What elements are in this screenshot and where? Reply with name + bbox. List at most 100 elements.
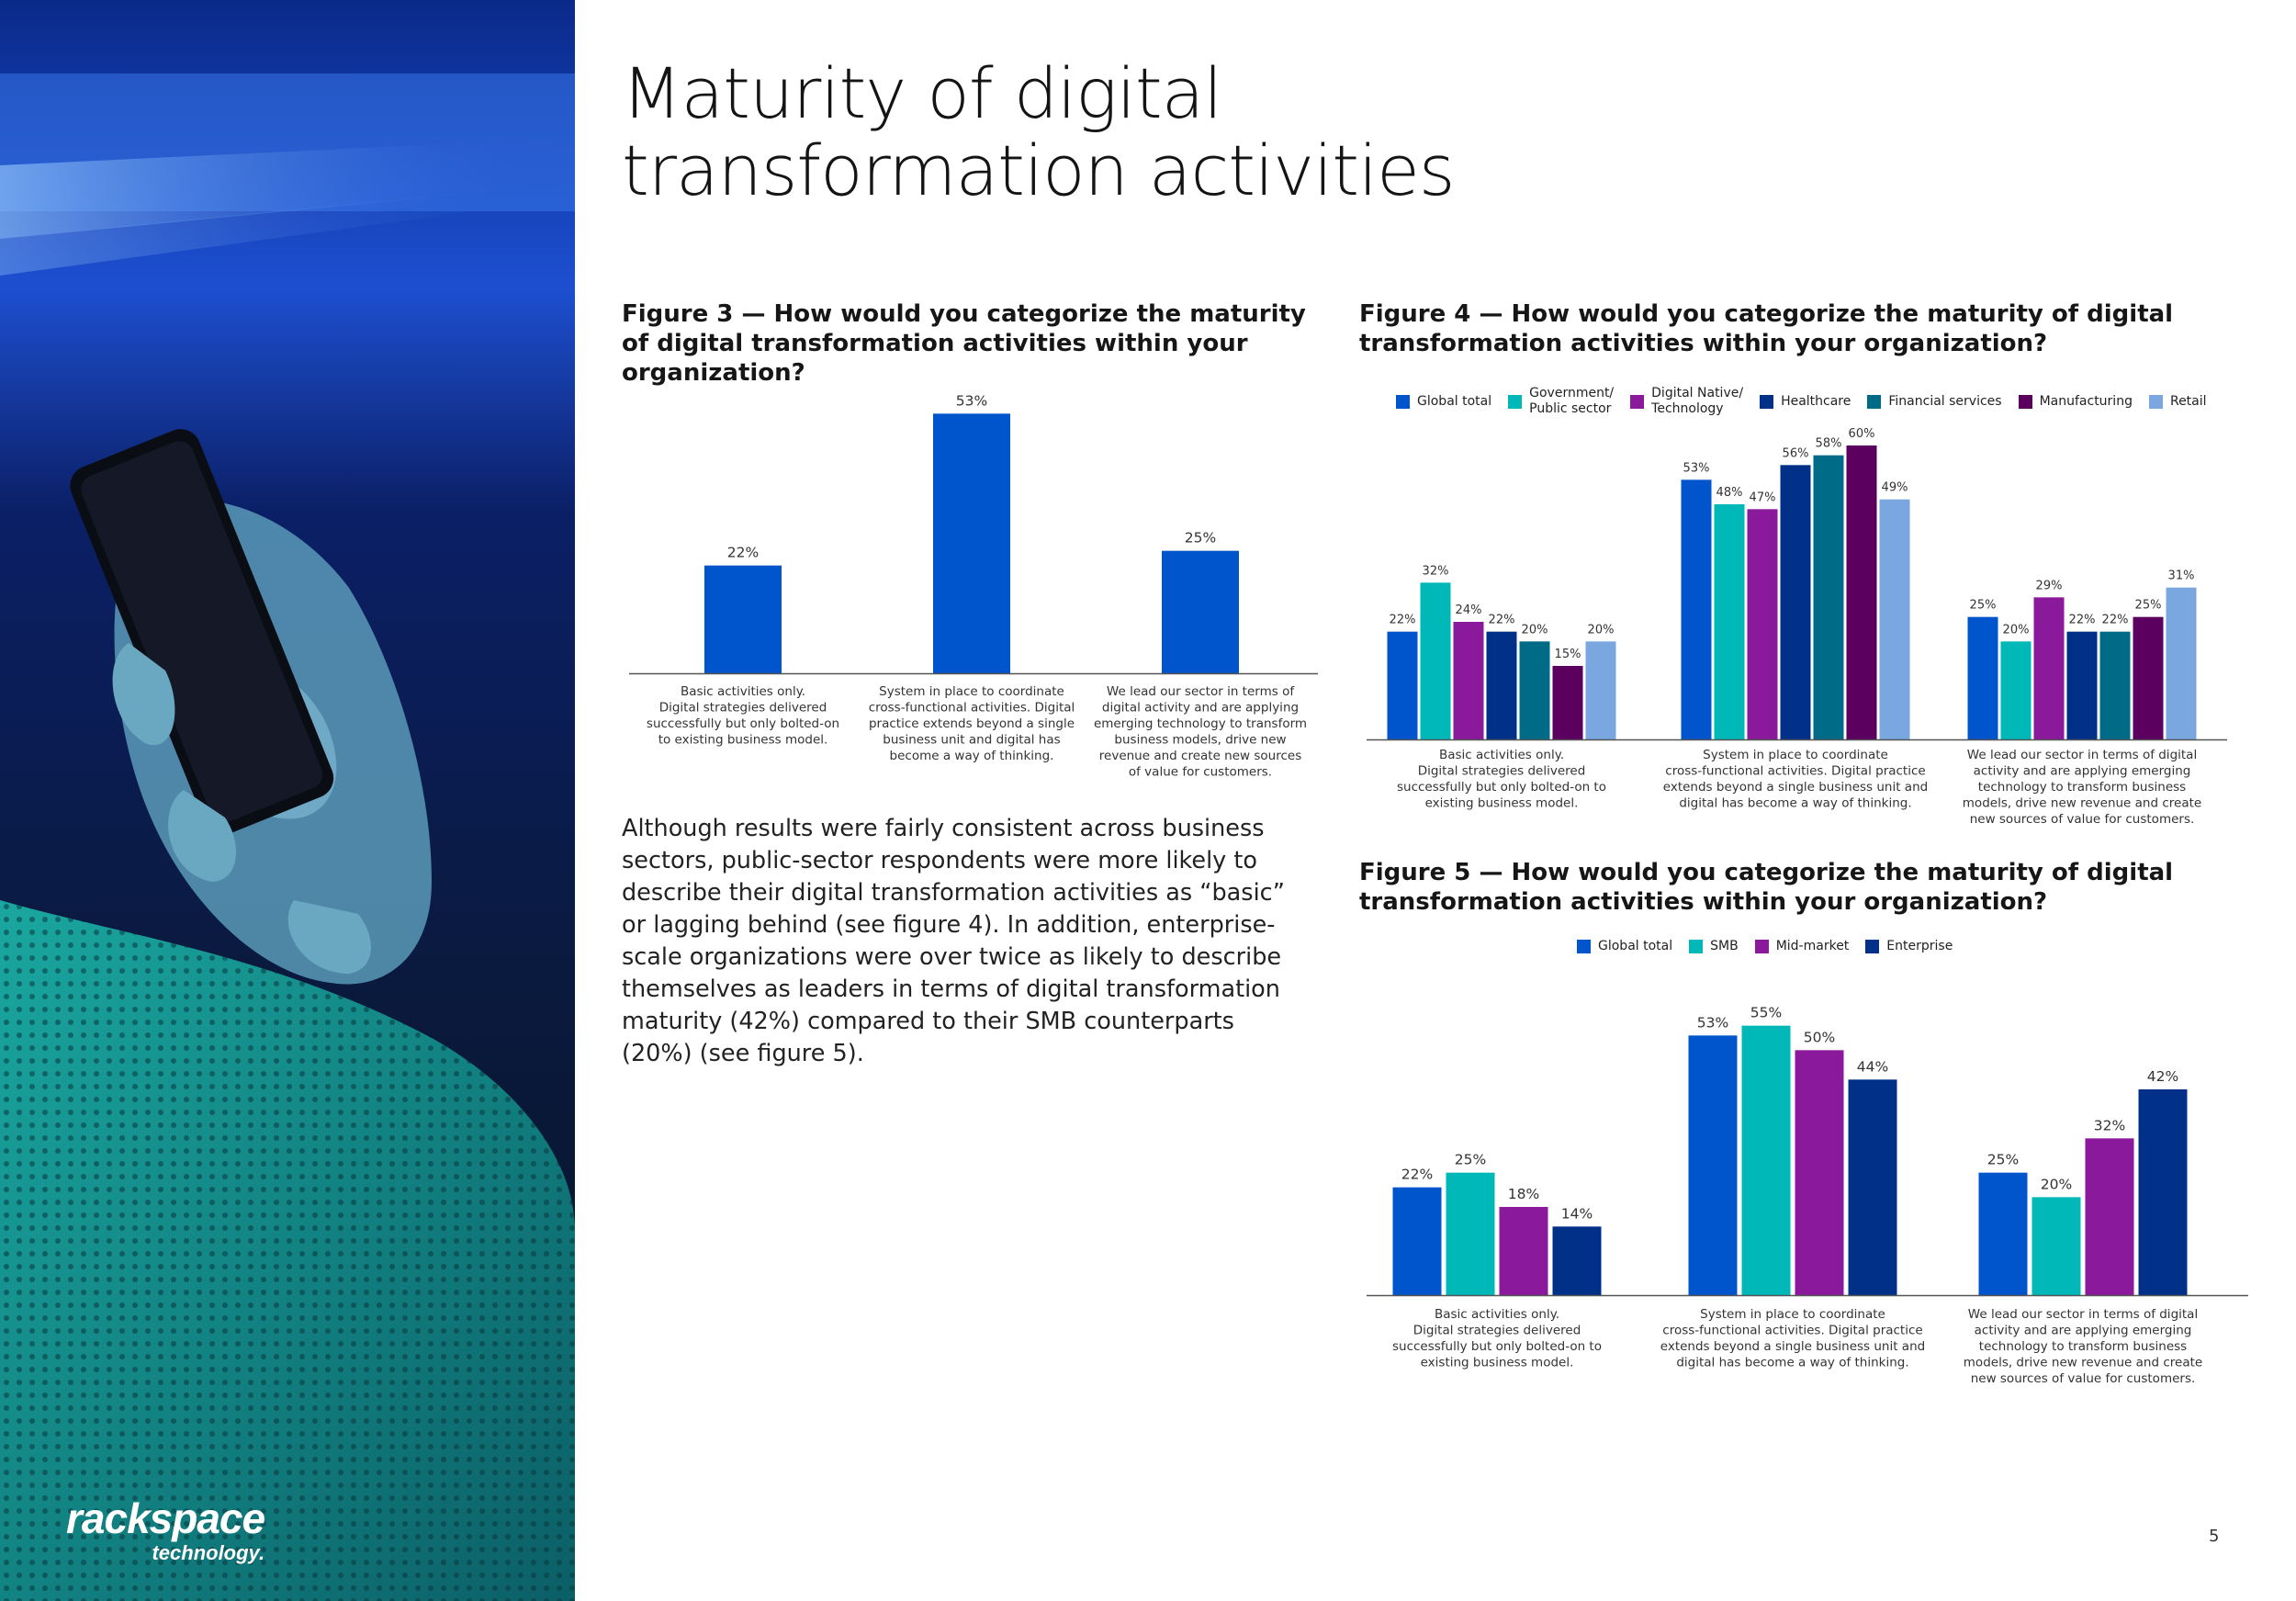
fig4-value-label: 31% [2168, 569, 2195, 583]
legend-swatch [1396, 394, 1410, 409]
fig3-value-label: 53% [956, 392, 987, 409]
legend-label: Government/Public sector [1529, 386, 1614, 417]
legend-label-line: Government/ [1529, 386, 1615, 400]
legend-label: Global total [1598, 939, 1672, 954]
fig3-bar-global-total-0 [704, 565, 782, 673]
figure-4-legend: Global total Government/Public sector Digi… [1396, 386, 2223, 417]
fig4-bar-healthcare-1 [1780, 465, 1811, 739]
fig5-value-label: 25% [1455, 1152, 1486, 1168]
fig4-category-label: existing business model. [1425, 796, 1579, 811]
fig4-bar-manufacturing-1 [1846, 445, 1877, 739]
fig5-bar-enterprise-0 [1552, 1226, 1602, 1295]
legend-label: Enterprise [1886, 939, 1953, 954]
fig3-category-label: emerging technology to transform [1094, 716, 1307, 731]
fig3-category-label: become a way of thinking. [890, 749, 1054, 763]
figure-4-title: Figure 4 — How would you categorize the … [1359, 300, 2174, 357]
fig4-bar-financial-services-1 [1813, 455, 1844, 739]
fig5-bar-global-total-0 [1392, 1187, 1442, 1295]
fig5-value-label: 50% [1804, 1029, 1835, 1045]
fig3-category-label: Basic activities only. [681, 684, 805, 699]
legend-label-line: SMB [1710, 939, 1739, 953]
fig3-category-label: revenue and create new sources [1099, 749, 1301, 763]
body-paragraph: Although results were fairly consistent … [622, 815, 1285, 1067]
fig5-category-label: System in place to coordinate [1700, 1307, 1885, 1322]
fig4-bar-healthcare-2 [2066, 631, 2098, 739]
fig3-value-label: 25% [1185, 530, 1216, 547]
fig4-bar-financial-services-2 [2099, 631, 2131, 739]
figure-5-legend: Global total SMB Mid-market Enterprise [1577, 939, 1969, 954]
fig3-category-label: System in place to coordinate [879, 684, 1064, 699]
fig3-bar-global-total-2 [1162, 550, 1239, 673]
legend-swatch [1689, 940, 1704, 953]
legend-label-line: Financial services [1888, 393, 2002, 409]
fig5-value-label: 55% [1750, 1005, 1782, 1021]
fig3-category-label: practice extends beyond a single [869, 716, 1075, 731]
fig5-category-label: cross-functional activities. Digital pra… [1662, 1324, 1922, 1338]
legend-label-line: Enterprise [1886, 939, 1953, 953]
fig5-value-label: 22% [1401, 1167, 1433, 1183]
fig4-bar-global-total-0 [1387, 631, 1418, 739]
fig3-category-label: business unit and digital has [883, 733, 1060, 748]
fig3-bar-global-total-1 [933, 413, 1010, 673]
figure-4-chart: 22% 53% 25% 32% 48% 20% 24% 47% 29% 22% 56% 22% 20% 5… [1359, 418, 2236, 840]
legend-label: Retail [2170, 394, 2207, 410]
fig5-bar-smb-0 [1446, 1172, 1495, 1295]
fig4-bar-healthcare-0 [1486, 631, 1517, 739]
fig4-value-label: 25% [1970, 599, 1997, 613]
fig4-value-label: 15% [1555, 648, 1581, 661]
fig4-bar-digital-native-technology-1 [1747, 509, 1778, 739]
fig4-bar-retail-1 [1879, 499, 1910, 739]
fig4-value-label: 20% [1588, 623, 1615, 637]
legend-swatch [1760, 394, 1774, 409]
fig5-category-label: Basic activities only. [1435, 1307, 1559, 1322]
fig4-value-label: 22% [1390, 614, 1416, 627]
fig4-bar-global-total-2 [1967, 616, 1998, 739]
fig5-bar-enterprise-1 [1848, 1079, 1897, 1295]
fig4-value-label: 24% [1456, 603, 1482, 617]
fig4-bar-government-public-sector-0 [1420, 582, 1451, 739]
page-title: Maturity of digital transformation activ… [622, 55, 1456, 209]
fig5-bar-smb-1 [1741, 1025, 1791, 1295]
fig5-value-label: 44% [1857, 1058, 1888, 1075]
fig5-value-label: 42% [2147, 1068, 2178, 1085]
legend-label: SMB [1710, 939, 1739, 954]
legend-label-line: Digital Native/ [1651, 386, 1744, 400]
hero-photo: rackspace technology. [0, 0, 575, 1601]
fig4-category-label: new sources of value for customers. [1970, 812, 2195, 827]
legend-item-manufacturing: Manufacturing [2018, 394, 2133, 410]
fig5-bar-global-total-2 [1978, 1172, 2028, 1295]
legend-item-digital-native-technology: Digital Native/Technology [1630, 386, 1743, 417]
fig5-category-label: existing business model. [1421, 1356, 1574, 1370]
fig5-value-label: 53% [1697, 1014, 1728, 1031]
legend-item-enterprise: Enterprise [1865, 939, 1953, 954]
fig5-value-label: 25% [1987, 1152, 2019, 1168]
logo-wordmark: rackspace [66, 1494, 265, 1542]
fig3-category-label: business models, drive new [1114, 733, 1286, 748]
fig5-category-label: digital has become a way of thinking. [1676, 1356, 1908, 1370]
fig4-value-label: 58% [1816, 437, 1842, 451]
fig5-category-label: extends beyond a single business unit an… [1660, 1339, 1925, 1354]
legend-item-smb: SMB [1689, 939, 1739, 954]
figure-5-title: Figure 5 — How would you categorize the … [1359, 859, 2174, 916]
fig4-bar-manufacturing-0 [1552, 666, 1583, 739]
fig4-value-label: 47% [1750, 490, 1776, 504]
fig5-value-label: 14% [1561, 1205, 1593, 1222]
legend-item-global-total: Global total [1396, 394, 1491, 410]
legend-item-mid-market: Mid-market [1754, 939, 1850, 954]
fig4-category-label: System in place to coordinate [1703, 748, 1888, 762]
figure-3-title: Figure 3 — How would you categorize the … [622, 300, 1306, 387]
legend-label-line: Mid-market [1775, 939, 1850, 953]
fig3-value-label: 22% [727, 545, 759, 561]
fig5-bar-enterprise-2 [2138, 1089, 2188, 1295]
fig4-value-label: 48% [1716, 486, 1743, 500]
phone-in-hand-illustration [0, 0, 575, 1601]
legend-label: Mid-market [1776, 939, 1850, 954]
legend-item-healthcare: Healthcare [1760, 394, 1851, 410]
fig4-value-label: 22% [1489, 614, 1515, 627]
fig5-bar-mid-market-2 [2085, 1138, 2134, 1295]
fig3-category-label: digital activity and are applying [1102, 701, 1299, 716]
fig4-bar-manufacturing-2 [2133, 616, 2164, 739]
fig5-bar-mid-market-0 [1499, 1207, 1548, 1295]
legend-label: Financial services [1888, 394, 2001, 410]
fig4-value-label: 32% [1423, 564, 1449, 578]
